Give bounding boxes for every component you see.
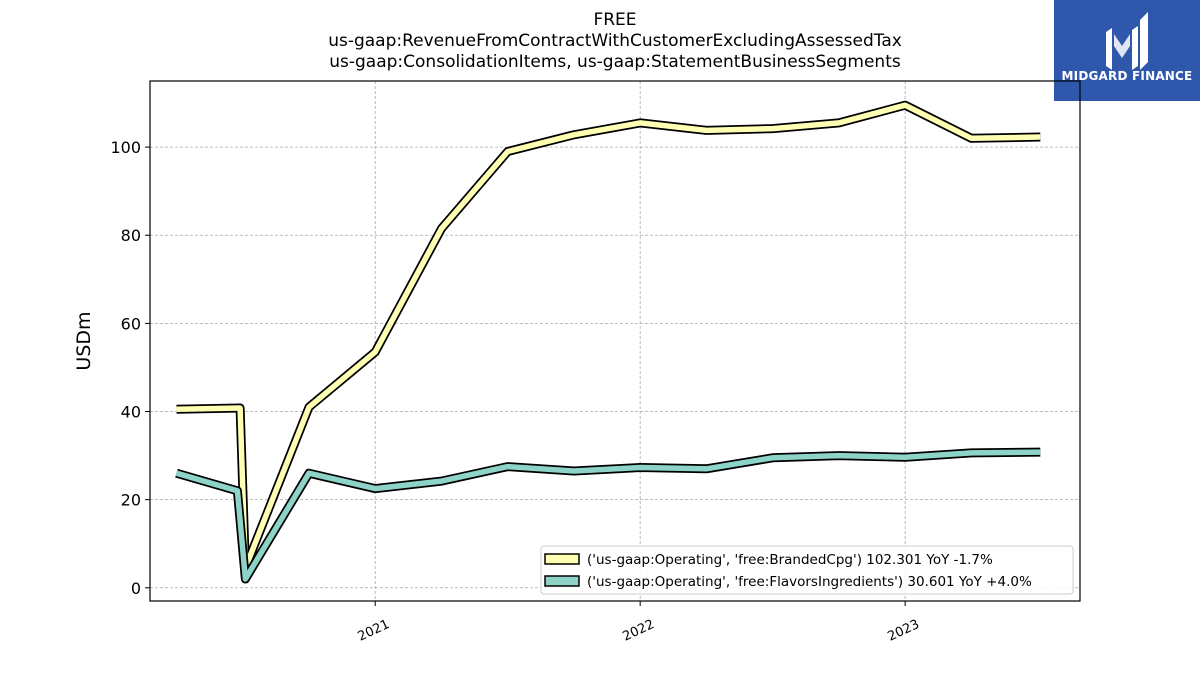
- series-line-1: [176, 102, 1041, 571]
- y-tick-label: 80: [121, 226, 141, 245]
- logo-text: MIDGARD FINANCE: [1061, 69, 1193, 83]
- title-line-2: us-gaap:RevenueFromContractWithCustomerE…: [328, 31, 902, 51]
- grid: [150, 81, 1080, 601]
- y-tick-label: 40: [121, 403, 141, 422]
- series-lines: [175, 100, 1041, 584]
- series-outline-1: [176, 100, 1041, 573]
- chart-title: FREE us-gaap:RevenueFromContractWithCust…: [150, 10, 1080, 73]
- x-tick-label: 2021: [356, 617, 392, 645]
- y-axis-label: USDm: [73, 311, 95, 370]
- legend-box: [540, 545, 1074, 595]
- x-tick-label: 2023: [885, 617, 921, 645]
- series-line-2: [175, 449, 1041, 582]
- legend-swatch-1: [544, 553, 580, 565]
- y-tick-label: 100: [110, 138, 141, 157]
- legend-label-1: ('us-gaap:Operating', 'free:BrandedCpg')…: [587, 552, 993, 568]
- plot-frame: [149, 80, 1081, 602]
- title-line-3: us-gaap:ConsolidationItems, us-gaap:Stat…: [329, 52, 901, 72]
- x-tick-label: 2022: [621, 617, 657, 645]
- y-tick-label: 60: [121, 314, 141, 333]
- title-line-1: FREE: [593, 10, 637, 30]
- legend-label-2: ('us-gaap:Operating', 'free:FlavorsIngre…: [587, 574, 1032, 590]
- y-tick-label: 0: [131, 579, 141, 598]
- midgard-finance-logo: MIDGARD FINANCE: [1054, 0, 1200, 101]
- y-tick-label: 20: [121, 491, 141, 510]
- legend: ('us-gaap:Operating', 'free:BrandedCpg')…: [540, 545, 1074, 595]
- logo-mark-icon: [1106, 12, 1148, 70]
- legend-swatch-2: [544, 575, 580, 587]
